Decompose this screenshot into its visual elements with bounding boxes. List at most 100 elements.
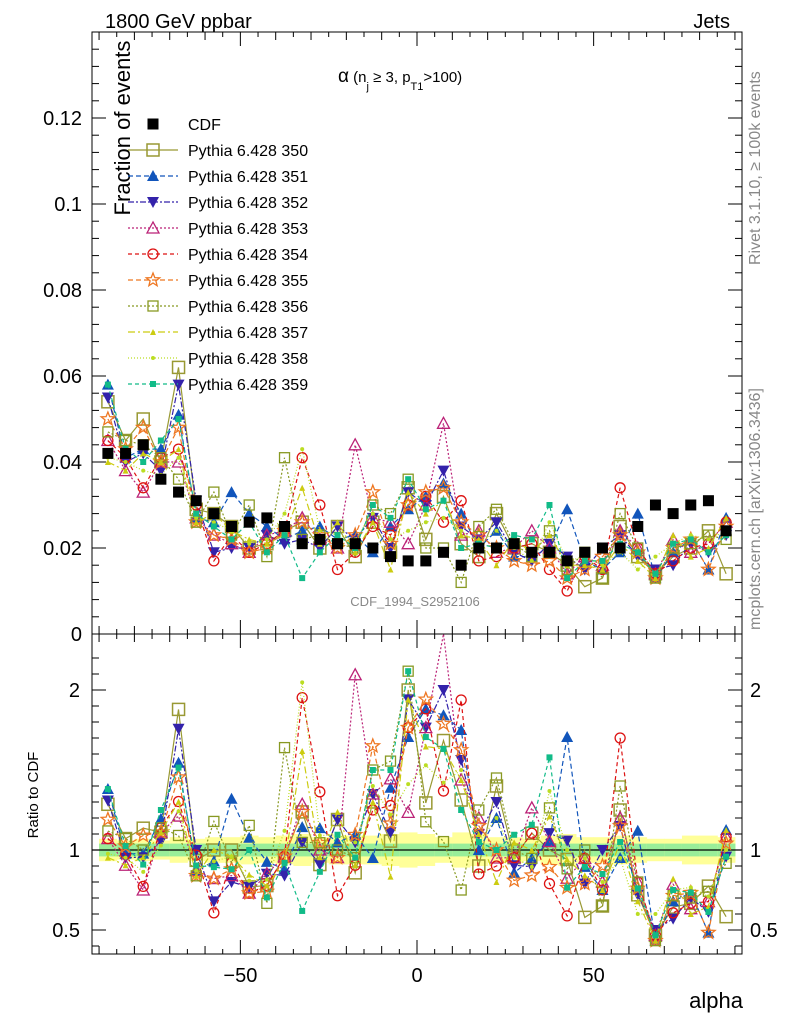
data-point <box>667 555 679 567</box>
data-point <box>205 526 223 543</box>
ratio-point <box>599 887 606 893</box>
ratio-point <box>670 875 677 882</box>
data-point <box>436 415 451 429</box>
data-point <box>171 360 186 375</box>
data-point <box>528 536 535 543</box>
plot-title: α (nj ≥ 3, pT1>100) <box>338 66 462 93</box>
ratio-point <box>246 871 253 878</box>
ratio-point <box>314 837 326 849</box>
data-point <box>383 514 398 528</box>
legend-marker <box>146 143 160 157</box>
ratio-point <box>512 855 517 860</box>
ratio-point <box>618 856 623 860</box>
ratio-point <box>561 910 573 922</box>
y-tick-label: 0.1 <box>54 194 82 216</box>
data-point <box>494 528 499 533</box>
cdf-data-point <box>190 495 202 507</box>
ratio-point <box>560 852 574 867</box>
ratio-point <box>441 780 446 785</box>
ratio-point <box>122 862 129 869</box>
data-point <box>561 585 573 597</box>
cdf-data-point <box>173 486 185 498</box>
ratio-point <box>596 845 609 856</box>
rivet-version-label: Rivet 3.1.10, ≥ 100k events <box>747 71 764 265</box>
ratio-point <box>158 843 163 848</box>
data-point <box>406 528 411 533</box>
ratio-tick-label-right: 0.5 <box>750 920 778 942</box>
ratio-point <box>123 855 128 860</box>
ratio-panel: −50 0 50 0.5 0.5 1 1 2 2 <box>52 633 778 987</box>
data-point <box>260 530 273 542</box>
ratio-point <box>529 864 534 869</box>
data-point <box>157 437 164 444</box>
cdf-data-point <box>279 521 291 532</box>
ratio-point <box>352 854 359 861</box>
cdf-data-point <box>437 546 449 558</box>
ratio-point <box>331 890 344 902</box>
ratio-point <box>455 884 467 896</box>
ratio-point <box>104 786 111 793</box>
data-point <box>293 513 311 530</box>
data-point <box>670 540 677 547</box>
y-axis-label: Fraction of events <box>110 41 135 216</box>
cdf-data-point <box>102 447 114 459</box>
ratio-point <box>369 767 376 773</box>
ratio-point <box>472 844 485 855</box>
data-point <box>157 459 164 465</box>
ratio-point <box>634 898 641 905</box>
title-part-c: >100) <box>423 69 462 86</box>
ratio-point <box>542 834 557 848</box>
ratio-point <box>225 792 238 804</box>
data-point <box>634 557 641 564</box>
data-point <box>369 502 376 508</box>
cdf-data-point <box>402 555 414 567</box>
data-point <box>136 412 150 426</box>
title-part-b: ≥ 3, p <box>369 69 411 86</box>
ratio-point <box>384 827 397 839</box>
ratio-point <box>172 723 185 735</box>
ratio-point <box>366 852 379 863</box>
cdf-data-point <box>296 538 308 550</box>
ratio-point <box>458 777 465 783</box>
ratio-point <box>546 813 553 820</box>
ratio-point <box>370 784 375 788</box>
data-point <box>260 520 273 532</box>
ratio-point <box>405 668 412 675</box>
ratio-point <box>402 665 414 677</box>
data-point <box>246 536 253 543</box>
ratio-point <box>543 828 556 840</box>
data-point <box>700 560 717 577</box>
ratio-point <box>614 732 626 744</box>
header-right-label: Jets <box>693 11 730 33</box>
data-point <box>576 560 594 577</box>
ratio-point <box>723 853 730 860</box>
mcplots-label: mcplots.cern.ch [arXiv:1306.3436] <box>747 388 764 630</box>
data-point <box>399 496 417 513</box>
ratio-point <box>581 872 588 879</box>
ratio-point <box>118 857 133 871</box>
ratio-point <box>207 896 220 908</box>
ratio-point <box>613 810 628 824</box>
ratio-point <box>122 843 129 850</box>
ratio-point <box>211 859 216 864</box>
legend-label: Pythia 6.428 356 <box>188 299 308 316</box>
data-point <box>473 555 485 567</box>
ratio-point <box>346 826 364 842</box>
data-point <box>422 506 429 513</box>
ratio-tick-label-right: 2 <box>750 680 761 702</box>
ratio-point <box>459 768 464 772</box>
y-tick-label: 0.04 <box>43 452 82 474</box>
ratio-point <box>706 894 711 899</box>
ratio-point <box>505 871 523 888</box>
data-point <box>547 520 552 525</box>
ratio-point <box>700 923 717 940</box>
data-point <box>334 532 341 539</box>
ratio-series-357 <box>104 696 730 944</box>
data-point <box>493 562 500 569</box>
legend-marker <box>150 381 156 387</box>
ratio-point <box>596 884 609 896</box>
cdf-data-point <box>332 538 344 550</box>
data-point <box>123 460 128 464</box>
data-point <box>599 557 606 564</box>
ratio-point <box>490 797 503 808</box>
